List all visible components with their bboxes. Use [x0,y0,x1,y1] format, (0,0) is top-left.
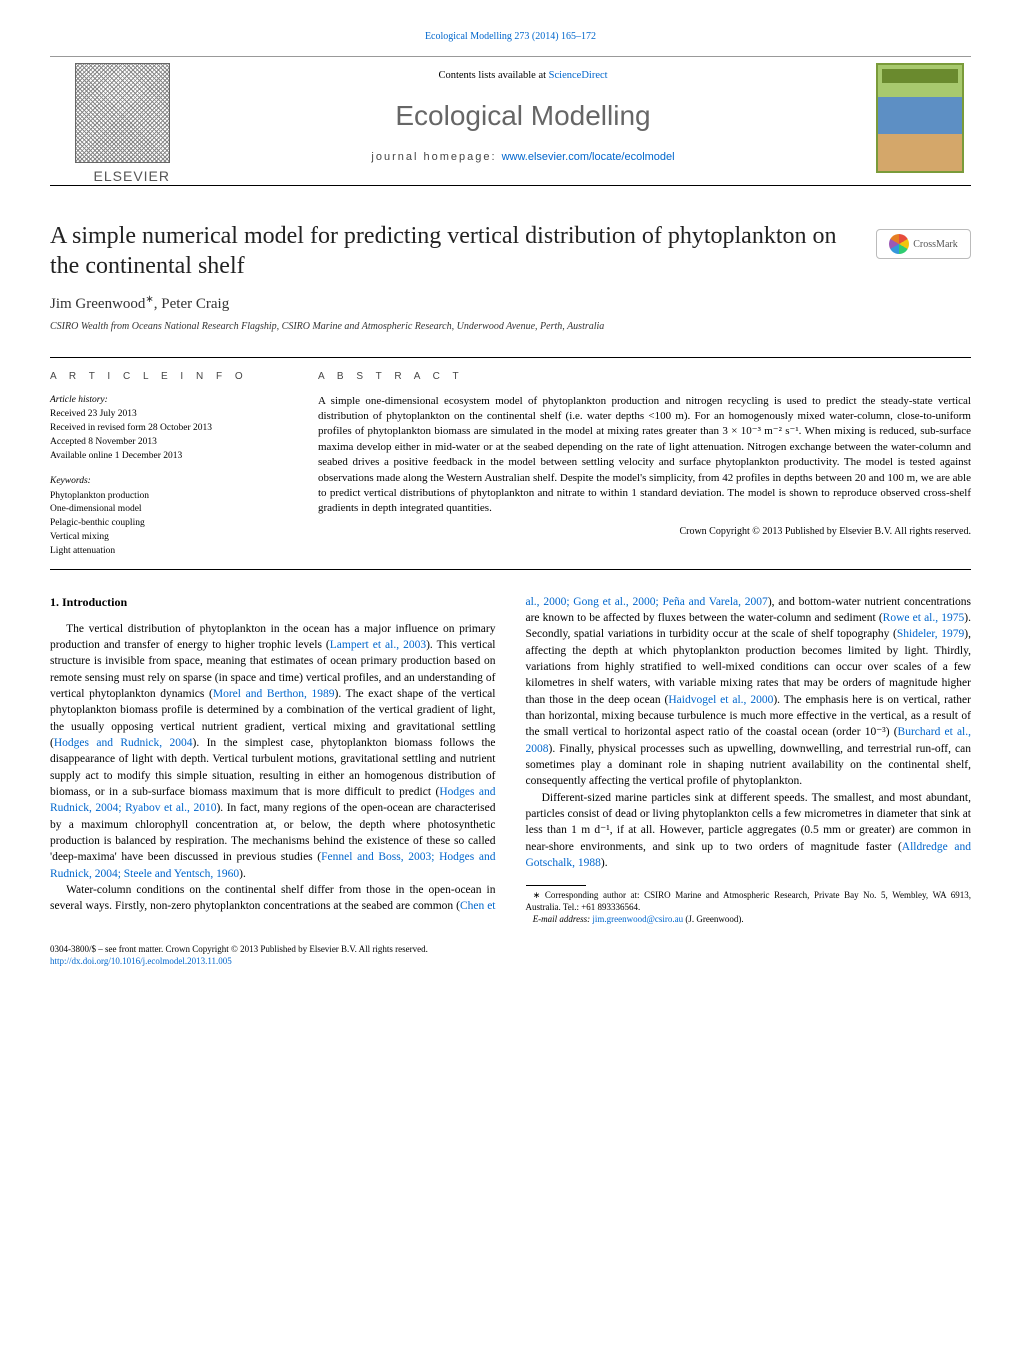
history-revised: Received in revised form 28 October 2013 [50,422,280,435]
email-footnote: E-mail address: jim.greenwood@csiro.au (… [526,914,972,926]
article-title: A simple numerical model for predicting … [50,221,856,281]
abstract: a b s t r a c t A simple one-dimensional… [318,370,971,558]
keyword: One-dimensional model [50,503,280,516]
affiliation: CSIRO Wealth from Oceans National Resear… [50,320,856,334]
abstract-text: A simple one-dimensional ecosystem model… [318,394,971,517]
email-label: E-mail address: [533,914,593,924]
contents-available-line: Contents lists available at ScienceDirec… [170,69,876,83]
divider [50,569,971,570]
history-accepted: Accepted 8 November 2013 [50,436,280,449]
cover-thumb-block [876,63,971,186]
abstract-heading: a b s t r a c t [318,370,971,384]
masthead-center: Contents lists available at ScienceDirec… [170,63,876,186]
issn-copyright-line: 0304-3800/$ – see front matter. Crown Co… [50,943,971,955]
citation-link[interactable]: Haidvogel et al., 2000 [668,694,773,706]
keyword: Vertical mixing [50,531,280,544]
contents-prefix: Contents lists available at [438,70,548,81]
homepage-prefix: journal homepage: [371,151,501,163]
crossmark-badge[interactable]: CrossMark [876,229,971,259]
info-abstract-row: a r t i c l e i n f o Article history: R… [50,370,971,558]
bottom-matter: 0304-3800/$ – see front matter. Crown Co… [50,943,971,967]
citation-link[interactable]: Rowe et al., 1975 [883,612,965,624]
section-1-heading: 1. Introduction [50,594,496,611]
elsevier-tree-icon [75,63,170,163]
citation-link[interactable]: Morel and Berthon, 1989 [213,688,335,700]
author-1: Jim Greenwood [50,296,145,312]
sciencedirect-link[interactable]: ScienceDirect [549,70,608,81]
citation-link[interactable]: Lampert et al., 2003 [330,639,426,651]
citation-link[interactable]: Shideler, 1979 [897,628,964,640]
keyword: Phytoplankton production [50,490,280,503]
keyword: Light attenuation [50,545,280,558]
corresponding-marker: ∗ [145,294,153,305]
masthead: ELSEVIER Contents lists available at Sci… [50,56,971,187]
authors-line: Jim Greenwood∗, Peter Craig [50,293,856,314]
history-received: Received 23 July 2013 [50,408,280,421]
divider [50,357,971,358]
keywords-label: Keywords: [50,475,280,488]
crossmark-icon [889,234,909,254]
history-online: Available online 1 December 2013 [50,450,280,463]
journal-cover-icon [876,63,964,173]
history-label: Article history: [50,394,280,407]
crossmark-label: CrossMark [913,238,957,252]
article-info: a r t i c l e i n f o Article history: R… [50,370,280,558]
publisher-name: ELSEVIER [94,167,170,186]
journal-issue-link[interactable]: Ecological Modelling 273 (2014) 165–172 [50,30,971,44]
article-info-heading: a r t i c l e i n f o [50,370,280,384]
abstract-copyright: Crown Copyright © 2013 Published by Else… [318,525,971,539]
body-para-1: The vertical distribution of phytoplankt… [50,621,496,882]
author-2: , Peter Craig [154,296,229,312]
journal-homepage-line: journal homepage: www.elsevier.com/locat… [170,150,876,165]
title-block: A simple numerical model for predicting … [50,221,971,351]
journal-name: Ecological Modelling [170,97,876,135]
footnote-rule [526,885,586,886]
keyword: Pelagic-benthic coupling [50,517,280,530]
email-suffix: (J. Greenwood). [683,914,743,924]
body-para-3: Different-sized marine particles sink at… [526,790,972,872]
corresponding-author-footnote: ∗ Corresponding author at: CSIRO Marine … [526,890,972,913]
footnotes: ∗ Corresponding author at: CSIRO Marine … [526,890,972,925]
citation-link[interactable]: Hodges and Rudnick, 2004 [54,737,193,749]
author-email-link[interactable]: jim.greenwood@csiro.au [592,914,683,924]
doi-link[interactable]: http://dx.doi.org/10.1016/j.ecolmodel.20… [50,956,232,966]
body-columns: 1. Introduction The vertical distributio… [50,594,971,926]
journal-homepage-link[interactable]: www.elsevier.com/locate/ecolmodel [502,151,675,163]
publisher-logo-block: ELSEVIER [50,63,170,186]
